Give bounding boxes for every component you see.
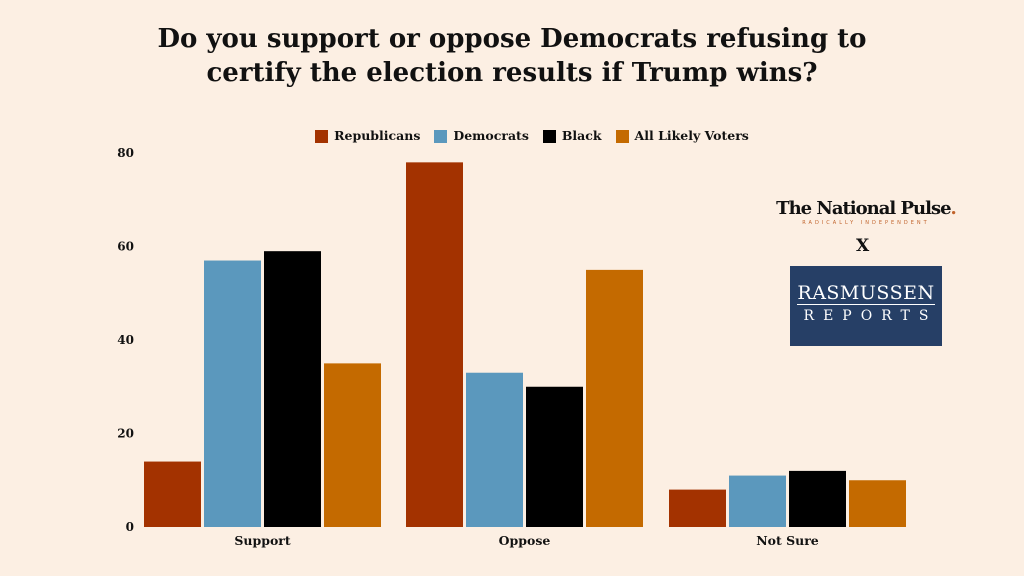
logo-subtext: REPORTS [803, 308, 938, 324]
bar-black-oppose [526, 386, 583, 527]
y-tick-label: 40 [117, 333, 134, 347]
bar-republicans-not-sure [669, 489, 726, 527]
legend-swatch [315, 129, 329, 143]
legend-item-black: Black [542, 128, 602, 144]
bar-all-likely-voters-oppose [586, 269, 643, 527]
collab-separator: X [856, 236, 870, 256]
national-pulse-logo: The National Pulse. RADICALLY INDEPENDEN… [748, 198, 984, 227]
legend-swatch [434, 129, 448, 143]
bar-republicans-support [144, 461, 201, 527]
x-tick-label: Not Sure [756, 533, 819, 548]
legend-label: All Likely Voters [634, 128, 749, 143]
legend-swatch [615, 129, 629, 143]
bar-all-likely-voters-support [324, 363, 381, 527]
bar-black-not-sure [789, 470, 846, 527]
y-tick-label: 80 [117, 146, 134, 160]
logo-dot: . [950, 198, 957, 219]
bar-democrats-support [204, 260, 261, 527]
bar-democrats-oppose [466, 372, 523, 527]
legend-label: Republicans [334, 128, 421, 143]
bar-black-support [264, 251, 321, 528]
logo-text: RASMUSSEN [797, 282, 935, 305]
y-tick-label: 0 [126, 520, 134, 534]
y-tick-label: 20 [117, 427, 134, 441]
legend-swatch [542, 129, 556, 143]
legend-item-democrats: Democrats [434, 128, 529, 144]
legend-item-all-likely-voters: All Likely Voters [615, 128, 749, 144]
legend-label: Democrats [453, 128, 529, 143]
bar-all-likely-voters-not-sure [849, 480, 906, 527]
legend-item-republicans: Republicans [315, 128, 420, 144]
bar-republicans-oppose [406, 162, 463, 527]
legend: Republicans Democrats Black All Likely V… [0, 128, 1024, 144]
chart-title: Do you support or oppose Democrats refus… [157, 24, 867, 88]
legend-label: Black [561, 128, 602, 143]
x-tick-label: Oppose [499, 533, 551, 548]
bar-democrats-not-sure [729, 475, 786, 527]
y-tick-label: 60 [117, 240, 134, 254]
rasmussen-logo: RASMUSSEN REPORTS [790, 266, 942, 346]
logo-text: The National Pulse [776, 198, 951, 219]
x-tick-label: Support [234, 533, 291, 548]
logo-tagline: RADICALLY INDEPENDENT [802, 220, 930, 226]
